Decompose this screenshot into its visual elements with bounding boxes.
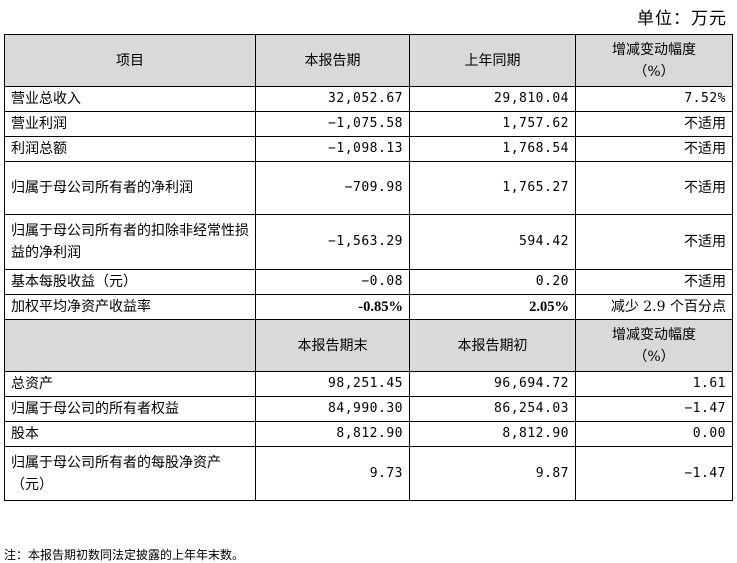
- header-period-start: 本报告期初: [409, 319, 576, 372]
- header-change-label: 增减变动幅度: [612, 41, 696, 58]
- row-current: 32,052.67: [255, 86, 410, 112]
- table-row: 总资产 98,251.45 96,694.72 1.61: [4, 371, 733, 397]
- table-header-row: 项目 本报告期 上年同期 增减变动幅度 （%）: [4, 34, 733, 87]
- table-row: 归属于母公司所有者的净利润 −709.98 1,765.27 不适用: [4, 161, 733, 215]
- row-change: 不适用: [575, 136, 733, 162]
- row-current: −0.08: [255, 269, 410, 295]
- row-previous: 8,812.90: [409, 421, 576, 447]
- row-previous: 594.42: [409, 214, 576, 270]
- financial-summary-table: 项目 本报告期 上年同期 增减变动幅度 （%） 营业总收入 32,052.67 …: [4, 34, 733, 501]
- row-previous: 0.20: [409, 269, 576, 295]
- row-previous: 2.05%: [409, 294, 576, 320]
- row-change: 7.52%: [575, 86, 733, 112]
- row-change: 不适用: [575, 269, 733, 295]
- header-previous-period: 上年同期: [409, 34, 576, 87]
- row-previous: 1,765.27: [409, 161, 576, 215]
- row-change: 不适用: [575, 161, 733, 215]
- row-previous: 9.87: [409, 446, 576, 501]
- header-change-unit: （%）: [633, 63, 675, 80]
- row-change: 不适用: [575, 214, 733, 270]
- row-current: 84,990.30: [255, 396, 410, 422]
- header-change: 增减变动幅度 （%）: [575, 319, 733, 372]
- row-change: −1.47: [575, 396, 733, 422]
- header-change: 增减变动幅度 （%）: [575, 34, 733, 87]
- row-item: 归属于母公司所有者的净利润: [4, 161, 256, 215]
- header-blank: [4, 319, 256, 372]
- table-row: 利润总额 −1,098.13 1,768.54 不适用: [4, 136, 733, 162]
- table-row: 归属于母公司的所有者权益 84,990.30 86,254.03 −1.47: [4, 396, 733, 422]
- header-change-unit: （%）: [633, 348, 675, 365]
- row-current: -0.85%: [255, 294, 410, 320]
- row-item: 营业总收入: [4, 86, 256, 112]
- table-row: 营业利润 −1,075.58 1,757.62 不适用: [4, 111, 733, 137]
- row-change: −1.47: [575, 446, 733, 501]
- table-row: 归属于母公司所有者的扣除非经常性损益的净利润 −1,563.29 594.42 …: [4, 214, 733, 270]
- table-row: 基本每股收益（元） −0.08 0.20 不适用: [4, 269, 733, 295]
- table-row: 股本 8,812.90 8,812.90 0.00: [4, 421, 733, 447]
- row-item: 营业利润: [4, 111, 256, 137]
- unit-label: 单位：万元: [637, 9, 727, 29]
- row-item: 基本每股收益（元）: [4, 269, 256, 295]
- row-item: 利润总额: [4, 136, 256, 162]
- row-item: 归属于母公司的所有者权益: [4, 396, 256, 422]
- header-current-period: 本报告期: [255, 34, 410, 87]
- row-current: 8,812.90: [255, 421, 410, 447]
- row-previous: 96,694.72: [409, 371, 576, 397]
- table-header-row: 本报告期末 本报告期初 增减变动幅度 （%）: [4, 319, 733, 372]
- header-item: 项目: [4, 34, 256, 87]
- table-row: 归属于母公司所有者的每股净资产（元） 9.73 9.87 −1.47: [4, 446, 733, 501]
- row-item: 归属于母公司所有者的每股净资产（元）: [4, 446, 256, 501]
- footnote: 注：本报告期初数同法定披露的上年年末数。: [4, 548, 245, 562]
- row-current: −1,075.58: [255, 111, 410, 137]
- table-row: 营业总收入 32,052.67 29,810.04 7.52%: [4, 86, 733, 112]
- row-current: 98,251.45: [255, 371, 410, 397]
- row-change: 减少 2.9 个百分点: [575, 294, 733, 320]
- row-item: 股本: [4, 421, 256, 447]
- row-item: 总资产: [4, 371, 256, 397]
- row-previous: 1,757.62: [409, 111, 576, 137]
- row-current: −1,098.13: [255, 136, 410, 162]
- row-change: 0.00: [575, 421, 733, 447]
- header-period-end: 本报告期末: [255, 319, 410, 372]
- row-change: 1.61: [575, 371, 733, 397]
- header-change-label: 增减变动幅度: [612, 326, 696, 343]
- row-current: −709.98: [255, 161, 410, 215]
- row-previous: 86,254.03: [409, 396, 576, 422]
- row-current: 9.73: [255, 446, 410, 501]
- row-previous: 1,768.54: [409, 136, 576, 162]
- row-current: −1,563.29: [255, 214, 410, 270]
- row-previous: 29,810.04: [409, 86, 576, 112]
- table-row: 加权平均净资产收益率 -0.85% 2.05% 减少 2.9 个百分点: [4, 294, 733, 320]
- row-item: 加权平均净资产收益率: [4, 294, 256, 320]
- row-item: 归属于母公司所有者的扣除非经常性损益的净利润: [4, 214, 256, 270]
- row-change: 不适用: [575, 111, 733, 137]
